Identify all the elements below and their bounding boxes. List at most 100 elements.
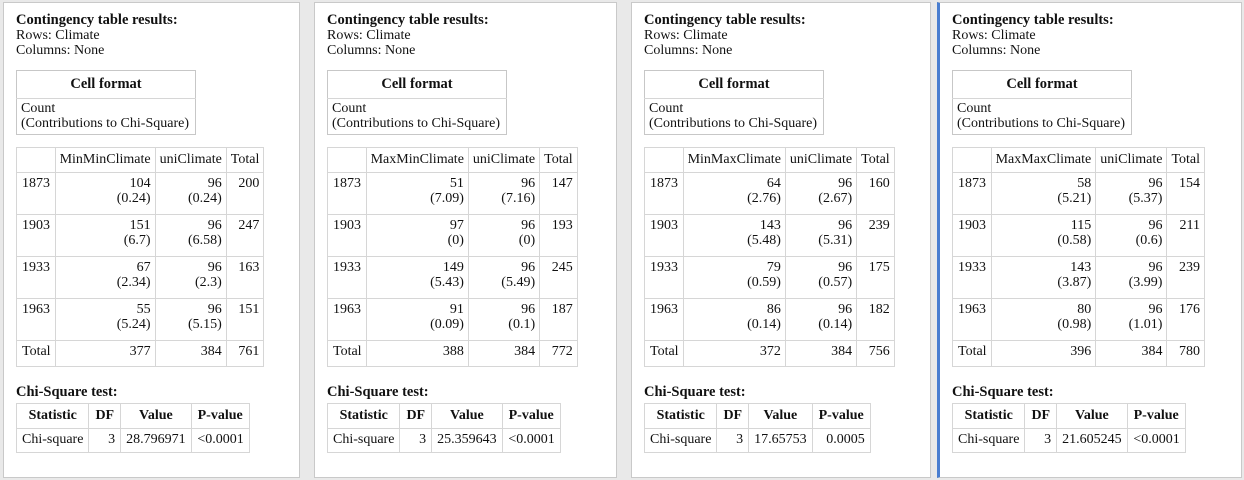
row-total-cell: 154 bbox=[1166, 172, 1206, 215]
count-cell: 86 (0.14) bbox=[682, 298, 786, 341]
chi-df: 3 bbox=[88, 428, 122, 453]
row-header: 1963 bbox=[16, 298, 56, 341]
cell-format-line: Count bbox=[649, 101, 684, 116]
results-panel[interactable]: Contingency table results: Rows: Climate… bbox=[937, 2, 1242, 478]
table-row: 1963 86 (0.14) 96 (0.14) 182 bbox=[644, 298, 895, 341]
corner-header bbox=[952, 147, 992, 173]
row-header: 1873 bbox=[644, 172, 684, 215]
contribution-value: (7.16) bbox=[501, 191, 536, 206]
cell-format-line: (Contributions to Chi-Square) bbox=[21, 116, 189, 131]
count-value: 96 bbox=[838, 260, 853, 275]
contribution-value: (0.09) bbox=[430, 317, 464, 332]
count-value: 97 bbox=[449, 218, 464, 233]
total-cell: 384 bbox=[467, 340, 541, 367]
chi-header: P-value bbox=[811, 403, 871, 429]
total-cell: 372 bbox=[682, 340, 786, 367]
contribution-value: (6.58) bbox=[187, 233, 222, 248]
cell-format-body: Count (Contributions to Chi-Square) bbox=[17, 99, 196, 135]
contribution-value: (5.24) bbox=[116, 317, 151, 332]
table-row: 1963 80 (0.98) 96 (1.01) 176 bbox=[952, 298, 1206, 341]
count-value: 96 bbox=[838, 302, 853, 317]
row-header: Total bbox=[327, 340, 367, 367]
contingency-table: MinMinClimate uniClimate Total 1873 104 (0… bbox=[16, 147, 265, 367]
contingency-header-row: MaxMinClimate uniClimate Total bbox=[327, 147, 578, 173]
contribution-value: (0.14) bbox=[747, 317, 781, 332]
row-total-cell: 245 bbox=[539, 256, 578, 299]
chi-header: DF bbox=[1024, 403, 1058, 429]
cell-format-header: Cell format bbox=[952, 70, 1132, 99]
results-panel[interactable]: Contingency table results: Rows: Climate… bbox=[631, 2, 931, 478]
row-header: 1873 bbox=[952, 172, 992, 215]
row-total-cell: 193 bbox=[539, 214, 578, 257]
column-header: Total bbox=[856, 147, 895, 173]
results-panel[interactable]: Contingency table results: Rows: Climate… bbox=[314, 2, 617, 478]
column-header: Total bbox=[539, 147, 578, 173]
column-header: uniClimate bbox=[154, 147, 227, 173]
corner-header bbox=[16, 147, 56, 173]
cell-format-line: (Contributions to Chi-Square) bbox=[649, 116, 817, 131]
count-value: 96 bbox=[521, 302, 536, 317]
table-row: 1873 51 (7.09) 96 (7.16) 147 bbox=[327, 172, 578, 215]
table-row: 1903 151 (6.7) 96 (6.58) 247 bbox=[16, 214, 265, 257]
contingency-header-row: MinMaxClimate uniClimate Total bbox=[644, 147, 895, 173]
chi-p-value: <0.0001 bbox=[1126, 428, 1186, 453]
contribution-value: (5.31) bbox=[818, 233, 853, 248]
chi-value: 28.796971 bbox=[120, 428, 192, 453]
count-value: 96 bbox=[207, 260, 222, 275]
column-header: uniClimate bbox=[1095, 147, 1168, 173]
table-row: 1873 58 (5.21) 96 (5.37) 154 bbox=[952, 172, 1206, 215]
count-value: 96 bbox=[521, 218, 536, 233]
count-cell: 58 (5.21) bbox=[990, 172, 1097, 215]
cell-format-header: Cell format bbox=[644, 70, 824, 99]
contribution-value: (0) bbox=[447, 233, 464, 248]
results-panel[interactable]: Contingency table results: Rows: Climate… bbox=[3, 2, 300, 478]
count-cell: 91 (0.09) bbox=[365, 298, 469, 341]
chi-value: 17.65753 bbox=[748, 428, 813, 453]
results-title: Contingency table results: bbox=[16, 12, 178, 28]
contribution-value: (2.34) bbox=[116, 275, 151, 290]
count-value: 143 bbox=[759, 218, 781, 233]
count-cell: 96 (0) bbox=[467, 214, 541, 257]
chi-header: Value bbox=[748, 403, 813, 429]
results-title: Contingency table results: bbox=[644, 12, 806, 28]
count-value: 96 bbox=[1148, 302, 1163, 317]
count-value: 143 bbox=[1070, 260, 1092, 275]
count-value: 96 bbox=[1148, 176, 1163, 191]
contingency-header-row: MinMinClimate uniClimate Total bbox=[16, 147, 265, 173]
count-cell: 149 (5.43) bbox=[365, 256, 469, 299]
row-header: 1873 bbox=[16, 172, 56, 215]
cell-format-line: Count bbox=[21, 101, 56, 116]
count-value: 79 bbox=[766, 260, 781, 275]
cell-format-body: Count (Contributions to Chi-Square) bbox=[645, 99, 824, 135]
table-row: 1933 149 (5.43) 96 (5.49) 245 bbox=[327, 256, 578, 299]
row-header: 1963 bbox=[644, 298, 684, 341]
count-cell: 96 (5.49) bbox=[467, 256, 541, 299]
count-cell: 96 (5.15) bbox=[154, 298, 227, 341]
corner-header bbox=[644, 147, 684, 173]
cell-format-line: Count bbox=[332, 101, 367, 116]
row-header: 1873 bbox=[327, 172, 367, 215]
grand-total-cell: 780 bbox=[1166, 340, 1206, 367]
row-total-cell: 239 bbox=[1166, 256, 1206, 299]
contribution-value: (2.67) bbox=[818, 191, 853, 206]
row-total-cell: 182 bbox=[856, 298, 895, 341]
count-cell: 97 (0) bbox=[365, 214, 469, 257]
chi-statistic: Chi-square bbox=[326, 428, 401, 453]
cell-format-body: Count (Contributions to Chi-Square) bbox=[953, 99, 1132, 135]
results-header: Contingency table results: Rows: Climate… bbox=[327, 13, 616, 59]
cell-format-table: Cell format Count (Contributions to Chi-… bbox=[952, 70, 1132, 135]
count-value: 96 bbox=[1148, 260, 1163, 275]
count-cell: 96 (7.16) bbox=[467, 172, 541, 215]
cell-format-header: Cell format bbox=[16, 70, 196, 99]
contingency-table: MaxMaxClimate uniClimate Total 1873 58 (5.… bbox=[952, 147, 1206, 367]
cell-format-table: Cell format Count (Contributions to Chi-… bbox=[16, 70, 196, 135]
chi-square-title: Chi-Square test: bbox=[327, 384, 429, 400]
row-header: 1903 bbox=[327, 214, 367, 257]
count-cell: 96 (0.6) bbox=[1095, 214, 1168, 257]
contribution-value: (0.58) bbox=[1057, 233, 1092, 248]
table-row: 1933 67 (2.34) 96 (2.3) 163 bbox=[16, 256, 265, 299]
contribution-value: (3.99) bbox=[1128, 275, 1163, 290]
results-header: Contingency table results: Rows: Climate… bbox=[644, 12, 930, 59]
contribution-value: (0.14) bbox=[818, 317, 853, 332]
count-value: 115 bbox=[1070, 218, 1092, 233]
